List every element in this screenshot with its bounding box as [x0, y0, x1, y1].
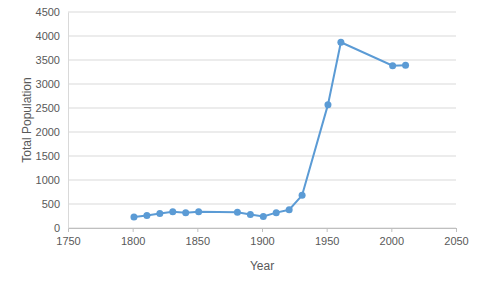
point	[234, 209, 241, 216]
x-tick-label: 1800	[121, 235, 145, 247]
y-tick-label: 1500	[36, 150, 60, 162]
y-tick-label: 3000	[36, 78, 60, 90]
line	[134, 42, 406, 217]
y-tick-label: 2000	[36, 126, 60, 138]
x-tick-mark	[197, 228, 198, 232]
y-tick: 2500	[36, 102, 68, 114]
point	[247, 211, 254, 218]
x-tick-label: 1900	[250, 235, 274, 247]
point	[337, 39, 344, 46]
plot-area: 1750 1800 1850 1900 1950 2000 2050 0 500 1000 1500…	[36, 6, 469, 247]
grid-line	[68, 204, 456, 205]
point	[286, 206, 293, 213]
x-tick: 2050	[444, 228, 468, 247]
point	[260, 213, 267, 220]
x-tick: 1950	[315, 228, 339, 247]
point	[273, 209, 280, 216]
y-tick: 3500	[36, 54, 68, 66]
y-tick: 4000	[36, 30, 68, 42]
x-tick-label: 2000	[380, 235, 404, 247]
point	[169, 208, 176, 215]
x-tick: 1850	[186, 228, 210, 247]
y-tick: 4500	[36, 6, 68, 18]
y-tick-label: 1000	[36, 174, 60, 186]
point	[182, 209, 189, 216]
point	[156, 210, 163, 217]
x-tick: 1900	[250, 228, 274, 247]
point	[324, 101, 331, 108]
y-tick-label: 4000	[36, 30, 60, 42]
grid-line	[68, 132, 456, 133]
x-tick-label: 1850	[186, 235, 210, 247]
y-tick: 3000	[36, 78, 68, 90]
y-tick: 1500	[36, 150, 68, 162]
y-axis: 0 500 1000 1500 2000 2500 3000 3500 4000 4500	[36, 6, 69, 234]
y-tick-label: 0	[54, 222, 60, 234]
x-tick: 1800	[121, 228, 145, 247]
point	[402, 62, 409, 69]
x-tick-label: 2050	[444, 235, 468, 247]
y-tick-label: 500	[42, 198, 60, 210]
grid	[68, 12, 456, 228]
x-tick-mark	[133, 228, 134, 232]
point	[130, 213, 137, 220]
y-tick: 0	[54, 222, 68, 234]
grid-line	[68, 108, 456, 109]
point	[389, 62, 396, 69]
chart: 1750 1800 1850 1900 1950 2000 2050 0 500 1000 1500…	[0, 0, 481, 288]
grid-line	[68, 60, 456, 61]
x-tick-mark	[456, 228, 457, 232]
y-axis-line	[68, 13, 69, 229]
point	[299, 192, 306, 199]
point	[143, 212, 150, 219]
y-tick: 1000	[36, 174, 68, 186]
x-tick-mark	[391, 228, 392, 232]
x-tick-label: 1950	[315, 235, 339, 247]
x-tick-mark	[68, 228, 69, 232]
grid-line	[68, 12, 456, 13]
y-tick-label: 2500	[36, 102, 60, 114]
x-axis-title: Year	[250, 259, 274, 273]
series	[130, 39, 409, 221]
x-tick: 2000	[380, 228, 404, 247]
y-tick-label: 4500	[36, 6, 60, 18]
x-tick-mark	[262, 228, 263, 232]
y-tick: 500	[42, 198, 68, 210]
grid-line	[68, 36, 456, 37]
x-tick-mark	[327, 228, 328, 232]
x-axis: 1750 1800 1850 1900 1950 2000 2050	[56, 228, 468, 247]
x-tick-label: 1750	[56, 235, 80, 247]
point	[195, 208, 202, 215]
grid-line	[68, 156, 456, 157]
y-axis-title: Total Population	[20, 77, 34, 162]
y-tick: 2000	[36, 126, 68, 138]
grid-line	[68, 84, 456, 85]
grid-line	[68, 180, 456, 181]
y-tick-label: 3500	[36, 54, 60, 66]
